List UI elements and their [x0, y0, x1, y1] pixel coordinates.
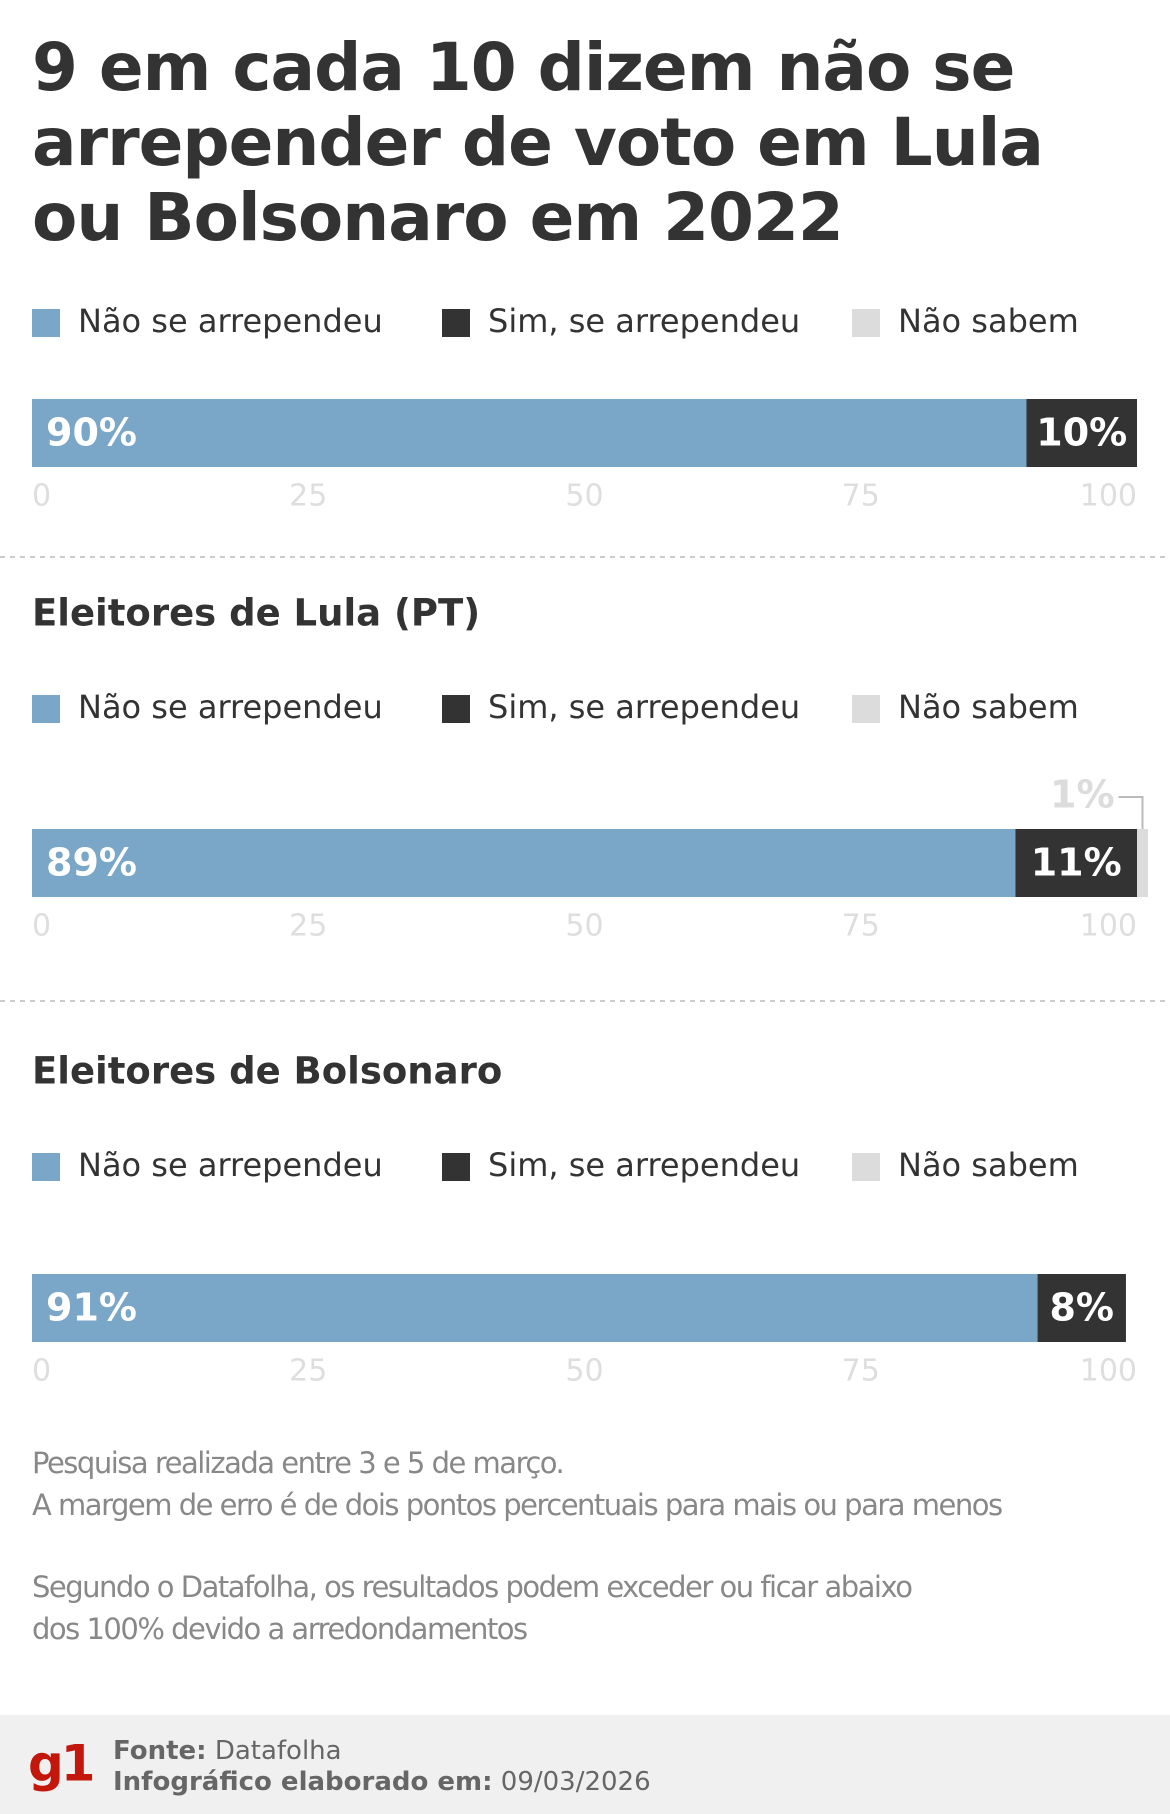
value-label: 10%	[1036, 411, 1127, 455]
note: Pesquisa realizada entre 3 e 5 de março.	[32, 1446, 563, 1480]
x-tick-label: 25	[289, 1354, 327, 1389]
bar-segment	[32, 1274, 1038, 1342]
legend-swatch	[852, 309, 880, 337]
x-tick-label: 50	[565, 479, 603, 514]
bar-segment	[1026, 399, 1137, 467]
leader-line	[1118, 796, 1144, 829]
x-tick-label: 0	[32, 909, 51, 944]
legend-label: Não se arrependeu	[78, 688, 383, 726]
legend-label: Não sabem	[898, 1146, 1079, 1184]
x-tick-label: 50	[565, 1354, 603, 1389]
note: Segundo o Datafolha, os resultados podem…	[32, 1570, 912, 1604]
legend-swatch	[442, 309, 470, 337]
value-annotation: 1%	[1050, 773, 1115, 817]
note: A margem de erro é de dois pontos percen…	[32, 1488, 1002, 1522]
legend-label: Não sabem	[898, 688, 1079, 726]
legend-swatch	[32, 695, 60, 723]
chart-subtitle: Eleitores de Lula (PT)	[32, 592, 480, 635]
legend-label: Não sabem	[898, 302, 1079, 340]
x-tick-label: 0	[32, 479, 51, 514]
legend-label: Sim, se arrependeu	[488, 1146, 800, 1184]
legend-swatch	[32, 1153, 60, 1181]
x-tick-label: 75	[842, 1354, 880, 1389]
value-label: 11%	[1031, 841, 1122, 885]
x-tick-label: 75	[842, 479, 880, 514]
bar-segment	[32, 829, 1016, 897]
x-tick-label: 100	[1080, 479, 1137, 514]
value-label: 89%	[46, 841, 137, 885]
footer-source: Fonte: Datafolha	[113, 1736, 342, 1766]
x-tick-label: 50	[565, 909, 603, 944]
x-tick-label: 25	[289, 909, 327, 944]
legend-label: Sim, se arrependeu	[488, 688, 800, 726]
x-tick-label: 25	[289, 479, 327, 514]
legend-label: Não se arrependeu	[78, 1146, 383, 1184]
title: 9 em cada 10 dizem não se	[32, 29, 1014, 106]
date-label: Infográfico elaborado em:	[113, 1767, 493, 1797]
value-label: 8%	[1049, 1286, 1114, 1330]
source-label: Fonte:	[113, 1736, 207, 1766]
legend-label: Não se arrependeu	[78, 302, 383, 340]
chart-subtitle: Eleitores de Bolsonaro	[32, 1050, 502, 1093]
x-tick-label: 100	[1080, 909, 1137, 944]
x-tick-label: 100	[1080, 1354, 1137, 1389]
bar-segment	[32, 399, 1027, 467]
logo: g1	[28, 1735, 93, 1793]
legend-swatch	[852, 1153, 880, 1181]
legend-label: Sim, se arrependeu	[488, 302, 800, 340]
bar-segment	[1137, 829, 1149, 897]
legend-swatch	[852, 695, 880, 723]
legend-swatch	[442, 695, 470, 723]
value-label: 90%	[46, 411, 137, 455]
x-tick-label: 0	[32, 1354, 51, 1389]
footer-band	[0, 1715, 1170, 1814]
bar-segment	[1015, 829, 1137, 897]
legend-swatch	[32, 309, 60, 337]
footer-date: Infográfico elaborado em: 09/03/2026	[113, 1767, 651, 1797]
note: dos 100% devido a arredondamentos	[32, 1612, 527, 1646]
title: ou Bolsonaro em 2022	[32, 179, 843, 256]
legend-swatch	[442, 1153, 470, 1181]
x-tick-label: 75	[842, 909, 880, 944]
value-label: 91%	[46, 1286, 137, 1330]
title: arrepender de voto em Lula	[32, 104, 1043, 181]
date: 09/03/2026	[501, 1767, 651, 1797]
bar-segment	[1037, 1274, 1126, 1342]
source: Datafolha	[215, 1736, 342, 1766]
